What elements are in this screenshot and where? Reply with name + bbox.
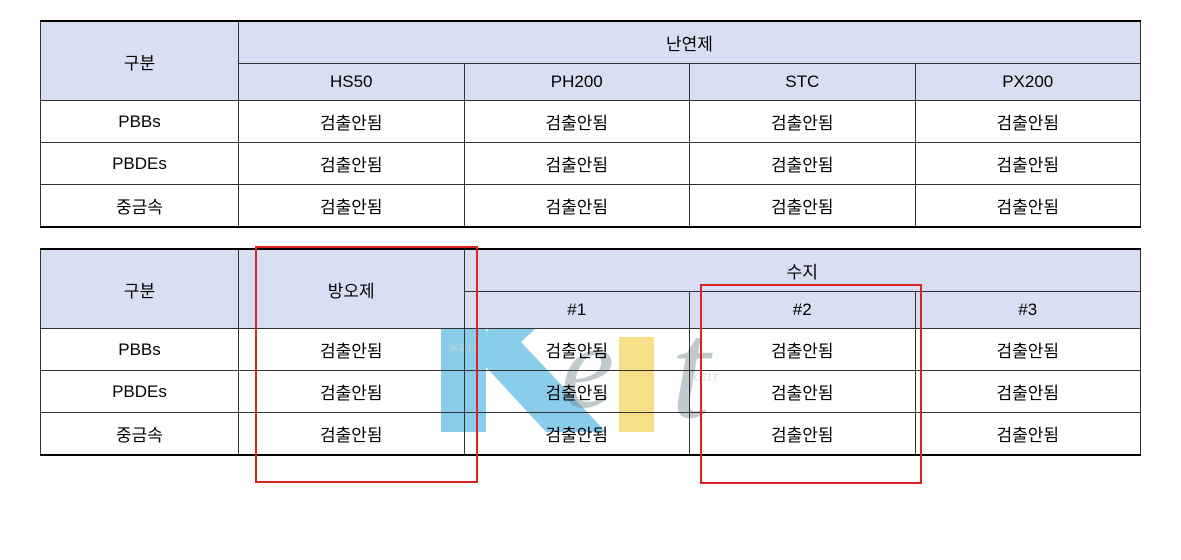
cell: 검출안됨	[915, 185, 1141, 228]
table-row: 중금속 검출안됨 검출안됨 검출안됨 검출안됨	[41, 413, 1141, 456]
cell: 검출안됨	[915, 371, 1141, 413]
cell: 검출안됨	[464, 101, 690, 143]
table1-col-1: PH200	[464, 64, 690, 101]
table-row: PBDEs 검출안됨 검출안됨 검출안됨 검출안됨	[41, 143, 1141, 185]
cell: 검출안됨	[690, 143, 916, 185]
table1-col-2: STC	[690, 64, 916, 101]
table-row: 중금속 검출안됨 검출안됨 검출안됨 검출안됨	[41, 185, 1141, 228]
row-label: PBDEs	[41, 371, 239, 413]
table-antifouling-resin: e t KEIT KEIT KEIT KEIT 구분 방오제 수지 #1 #2 …	[40, 248, 1141, 456]
cell: 검출안됨	[239, 185, 465, 228]
cell: 검출안됨	[690, 329, 916, 371]
table2-col-0: #1	[464, 292, 690, 329]
table2-special-header: 방오제	[239, 249, 465, 329]
table1-col-0: HS50	[239, 64, 465, 101]
table-flame-retardant: 구분 난연제 HS50 PH200 STC PX200 PBBs 검출안됨 검출…	[40, 20, 1141, 228]
row-label: PBDEs	[41, 143, 239, 185]
cell: 검출안됨	[690, 101, 916, 143]
cell: 검출안됨	[239, 329, 465, 371]
table1: 구분 난연제 HS50 PH200 STC PX200 PBBs 검출안됨 검출…	[40, 20, 1141, 228]
cell: 검출안됨	[464, 413, 690, 456]
table1-group-header: 난연제	[239, 21, 1141, 64]
cell: 검출안됨	[239, 371, 465, 413]
cell: 검출안됨	[464, 143, 690, 185]
cell: 검출안됨	[239, 413, 465, 456]
table2-col-2: #3	[915, 292, 1141, 329]
cell: 검출안됨	[915, 143, 1141, 185]
table-row: PBBs 검출안됨 검출안됨 검출안됨 검출안됨	[41, 101, 1141, 143]
cell: 검출안됨	[464, 371, 690, 413]
cell: 검출안됨	[239, 101, 465, 143]
row-label: 중금속	[41, 185, 239, 228]
table1-col-3: PX200	[915, 64, 1141, 101]
table2-corner: 구분	[41, 249, 239, 329]
cell: 검출안됨	[239, 143, 465, 185]
table-row: PBBs 검출안됨 검출안됨 검출안됨 검출안됨	[41, 329, 1141, 371]
row-label: 중금속	[41, 413, 239, 456]
cell: 검출안됨	[690, 371, 916, 413]
table-row: PBDEs 검출안됨 검출안됨 검출안됨 검출안됨	[41, 371, 1141, 413]
row-label: PBBs	[41, 101, 239, 143]
cell: 검출안됨	[915, 329, 1141, 371]
cell: 검출안됨	[915, 413, 1141, 456]
table2-group-header: 수지	[464, 249, 1141, 292]
cell: 검출안됨	[464, 185, 690, 228]
cell: 검출안됨	[690, 413, 916, 456]
cell: 검출안됨	[915, 101, 1141, 143]
table2: 구분 방오제 수지 #1 #2 #3 PBBs 검출안됨 검출안됨 검출안됨 검…	[40, 248, 1141, 456]
table2-col-1: #2	[690, 292, 916, 329]
row-label: PBBs	[41, 329, 239, 371]
cell: 검출안됨	[690, 185, 916, 228]
table1-corner: 구분	[41, 21, 239, 101]
cell: 검출안됨	[464, 329, 690, 371]
